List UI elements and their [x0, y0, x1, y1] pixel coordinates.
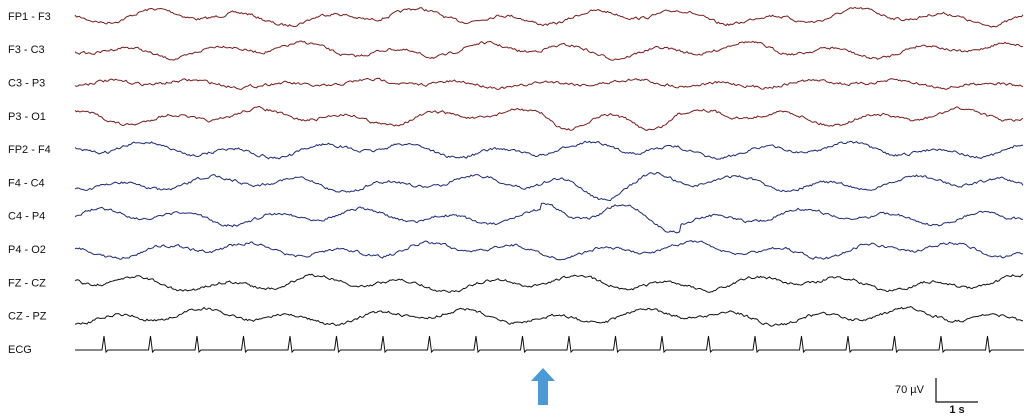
time-scale-label: 1 s — [949, 404, 964, 416]
trace — [74, 202, 1024, 234]
channel-label: ECG — [8, 344, 32, 356]
amplitude-scale-label: 70 µV — [895, 384, 925, 396]
trace — [74, 140, 1024, 160]
trace — [74, 6, 1024, 28]
channel-label: CZ - PZ — [8, 311, 47, 323]
channel-label: F3 - C3 — [8, 44, 45, 56]
trace — [74, 171, 1024, 202]
trace — [75, 335, 1024, 354]
trace — [74, 77, 1024, 90]
channel-label: FP1 - F3 — [8, 11, 51, 23]
trace — [74, 105, 1024, 132]
scale-bar — [935, 378, 978, 403]
trace — [74, 240, 1024, 261]
trace — [74, 273, 1024, 293]
channel-label: FP2 - F4 — [8, 144, 51, 156]
channel-label: F4 - C4 — [8, 177, 45, 189]
trace — [74, 306, 1024, 327]
channel-label: C4 - P4 — [8, 211, 45, 223]
event-arrow — [531, 368, 555, 405]
channel-label: FZ - CZ — [8, 277, 46, 289]
channel-label: P4 - O2 — [8, 244, 46, 256]
channel-label: P3 - O1 — [8, 111, 46, 123]
channel-label: C3 - P3 — [8, 78, 45, 90]
trace — [74, 40, 1024, 61]
